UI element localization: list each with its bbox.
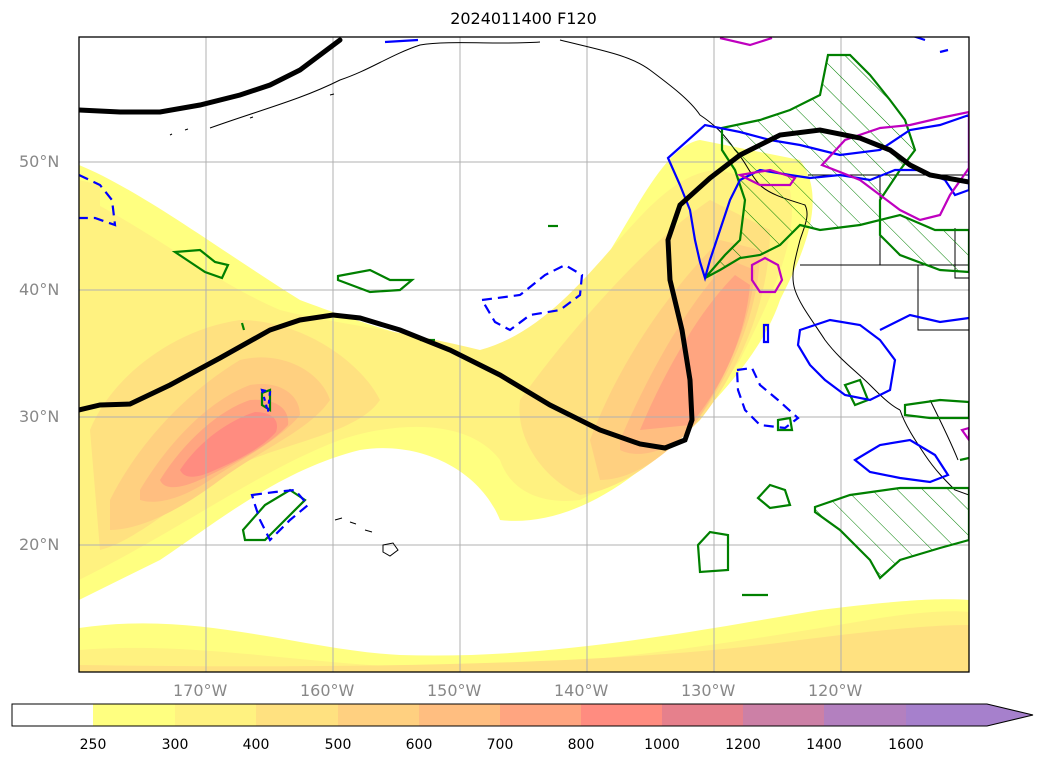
green-small-5	[696, 530, 730, 574]
green-mexico	[813, 486, 969, 580]
black-contours	[79, 37, 969, 451]
blue-contours	[79, 37, 969, 542]
green-small-9	[903, 398, 969, 420]
us-west-coast	[792, 239, 901, 411]
blue-baja	[853, 438, 950, 484]
colorbar-tick-600: 600	[405, 737, 433, 753]
ivt-west-800	[180, 412, 278, 477]
magenta-5	[960, 426, 969, 442]
blue-socal	[879, 313, 969, 331]
aleutian-dots	[169, 93, 335, 136]
magenta-contours	[719, 37, 969, 442]
lon-label-140w: 140°W	[554, 681, 609, 700]
blue-dash-3	[79, 174, 117, 227]
colorbar-tick-800: 800	[567, 737, 595, 753]
colorbar-bin-9	[743, 704, 824, 726]
baja-coast	[899, 409, 969, 496]
lon-label-120w: 120°W	[808, 681, 863, 700]
map-frame	[78, 36, 970, 673]
colorbar-tick-700: 700	[486, 737, 514, 753]
green-pnw	[704, 53, 969, 279]
lon-label-130w: 130°W	[681, 681, 736, 700]
colorbar-tick-400: 400	[242, 737, 270, 753]
colorbar-tick-1000: 1000	[644, 737, 680, 753]
magenta-3	[736, 168, 797, 187]
magenta-1	[820, 110, 969, 222]
black-west	[79, 127, 969, 451]
colorbar-tick-300: 300	[161, 737, 189, 753]
colorbar	[11, 703, 1034, 727]
blue-dash-4	[250, 488, 310, 542]
colorbar-bin-1	[93, 704, 175, 726]
ivt-east-700	[640, 275, 750, 430]
blue-dash-5	[260, 388, 272, 413]
lat-label-20n: 20°N	[19, 535, 60, 554]
baja-gulf	[929, 399, 959, 461]
green-small-2	[336, 268, 416, 294]
colorbar-tick-1600: 1600	[888, 737, 924, 753]
green-contours	[171, 53, 969, 597]
colorbar-bin-8	[662, 704, 743, 726]
colorbar-bin-2	[175, 704, 256, 726]
colorbar-tick-1200: 1200	[725, 737, 761, 753]
alaska-peninsula	[209, 41, 541, 129]
colorbar-tick-500: 500	[324, 737, 352, 753]
lat-label-50n: 50°N	[19, 152, 60, 171]
black-north	[79, 37, 343, 115]
ivt-south-400	[79, 625, 969, 672]
green-small-7	[776, 416, 794, 432]
green-small-8	[843, 378, 870, 407]
lon-label-150w: 150°W	[427, 681, 482, 700]
ivt-shading	[79, 140, 969, 672]
colorbar-outline	[11, 703, 1034, 727]
green-small-6	[756, 483, 792, 510]
blue-small-1	[762, 323, 770, 344]
colorbar-extend-arrow	[906, 704, 1033, 726]
colorbar-bin-0	[12, 704, 93, 726]
ivt-left-edge	[79, 180, 100, 270]
blue-dash-1	[480, 263, 584, 332]
blue-dash-2	[735, 366, 800, 430]
lat-label-40n: 40°N	[19, 280, 60, 299]
colorbar-bin-7	[581, 704, 662, 726]
green-small-13	[240, 322, 246, 331]
green-small-1	[171, 248, 230, 280]
blue-west-coast	[796, 318, 897, 402]
lon-label-160w: 160°W	[300, 681, 355, 700]
colorbar-bin-5	[419, 704, 500, 726]
colorbar-bin-6	[500, 704, 581, 726]
colorbar-tick-1400: 1400	[806, 737, 842, 753]
green-small-4	[260, 388, 272, 412]
map-title: 2024011400 F120	[450, 9, 597, 28]
hawaii	[334, 517, 399, 557]
magenta-4	[719, 37, 773, 47]
colorbar-bin-3	[256, 704, 338, 726]
green-small-14	[959, 456, 969, 462]
colorbar-bin-4	[338, 704, 419, 726]
colorbar-tick-250: 250	[79, 737, 107, 753]
colorbar-bin-10	[824, 704, 906, 726]
lat-label-30n: 30°N	[19, 407, 60, 426]
lon-label-170w: 170°W	[173, 681, 228, 700]
magenta-2	[750, 256, 784, 294]
blue-small-3	[384, 38, 419, 44]
green-small-3	[241, 488, 307, 542]
